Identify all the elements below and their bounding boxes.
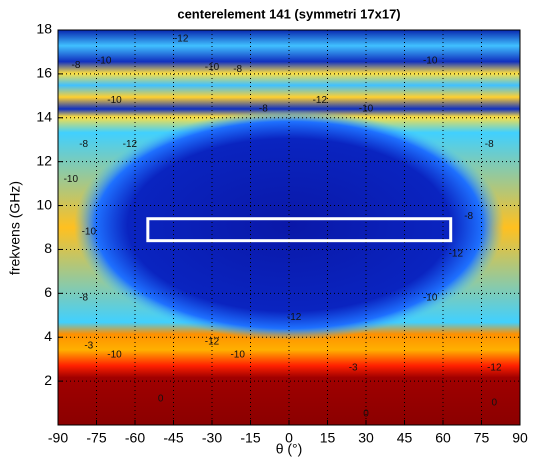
x-tick-label: -75 [86, 430, 106, 446]
y-tick-label: 14 [36, 108, 52, 124]
contour-label: -8 [79, 139, 88, 150]
contour-label: -12 [449, 248, 464, 259]
y-tick-label: 10 [36, 196, 52, 212]
y-tick-label: 18 [36, 21, 52, 37]
y-tick-label: 6 [44, 284, 52, 300]
x-tick-label: -15 [240, 430, 260, 446]
y-tick-label: 8 [44, 240, 52, 256]
contour-label: -12 [313, 95, 328, 106]
contour-label: -10 [107, 95, 122, 106]
plot-area [58, 30, 520, 425]
x-tick-label: 45 [397, 430, 413, 446]
contour-label: -10 [205, 62, 220, 73]
heatmap-field [74, 110, 504, 340]
contour-label: -10 [423, 55, 438, 66]
contour-label: -8 [464, 211, 473, 222]
contour-label: -10 [359, 104, 374, 115]
contour-label: -8 [79, 292, 88, 303]
contour-label: -8 [485, 139, 494, 150]
y-tick-label: 4 [44, 328, 52, 344]
contour-label: -10 [82, 227, 97, 238]
x-tick-label: 0 [285, 430, 293, 446]
contour-label: -8 [72, 60, 81, 71]
contour-label: 0 [492, 398, 498, 409]
x-tick-label: -45 [163, 430, 183, 446]
x-tick-label: 60 [435, 430, 451, 446]
y-tick-label: 16 [36, 65, 52, 81]
chart-title: centerelement 141 (symmetri 17x17) [177, 6, 400, 21]
contour-label: -10 [230, 349, 245, 360]
x-tick-label: -90 [48, 430, 68, 446]
contour-label: -12 [287, 312, 302, 323]
contour-label: -12 [123, 139, 138, 150]
highlight-box [146, 217, 453, 243]
x-tick-label: -60 [125, 430, 145, 446]
contour-label: -10 [107, 349, 122, 360]
contour-label: 0 [158, 393, 164, 404]
y-axis-label: frekvens (GHz) [7, 181, 23, 275]
contour-label: -12 [174, 33, 189, 44]
x-axis-label: θ (°) [276, 441, 303, 457]
contour-label: -3 [84, 341, 93, 352]
contour-label: -8 [259, 104, 268, 115]
y-tick-label: 2 [44, 372, 52, 388]
contour-label: -10 [423, 292, 438, 303]
contour-label: -10 [97, 55, 112, 66]
contour-label: -3 [349, 363, 358, 374]
contour-label: -12 [205, 336, 220, 347]
plot-frame [57, 29, 521, 426]
contour-label: -8 [233, 64, 242, 75]
x-tick-label: 90 [512, 430, 528, 446]
x-tick-label: 75 [474, 430, 490, 446]
x-tick-label: 15 [320, 430, 336, 446]
contour-label: -10 [64, 174, 79, 185]
x-tick-label: -30 [202, 430, 222, 446]
x-tick-label: 30 [358, 430, 374, 446]
y-tick-label: 12 [36, 152, 52, 168]
contour-label: -12 [487, 363, 502, 374]
